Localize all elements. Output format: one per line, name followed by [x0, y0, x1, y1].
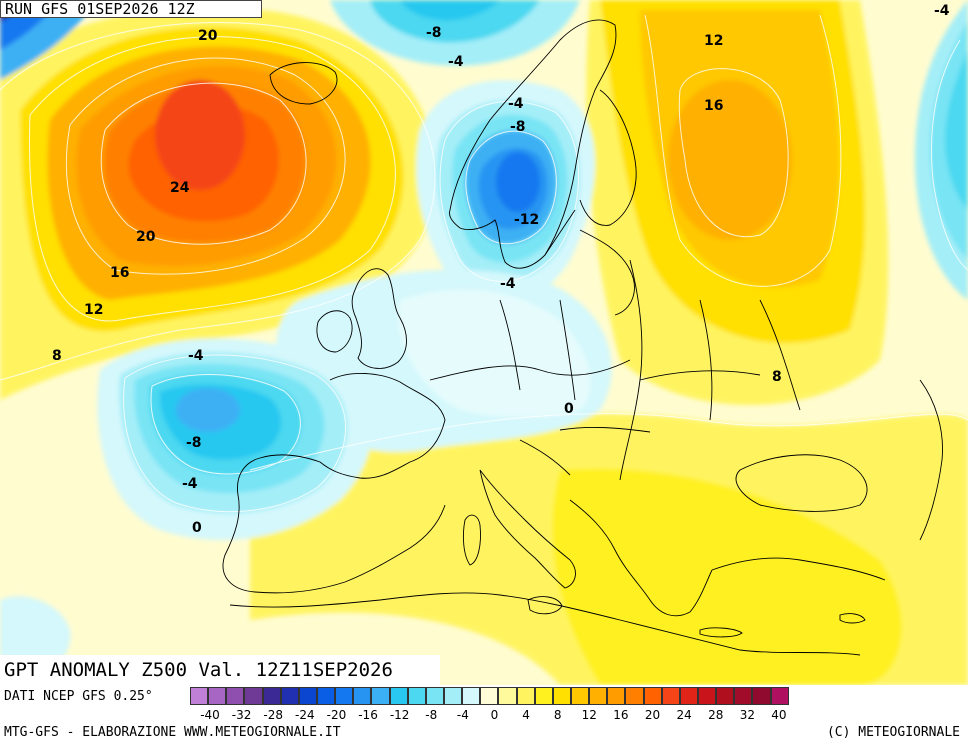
- map-area: 20 24 20 16 12 8 -8 -4 -4 -8 -12 -4 12 16 -4 -4 -8 -4 0 0 8 …: [0, 0, 968, 685]
- colorbar-tick: -8: [425, 708, 437, 722]
- contour-label: -4: [934, 4, 950, 18]
- colorbar-cell: [353, 687, 371, 705]
- colorbar-cell: [644, 687, 662, 705]
- colorbar-tick: -40: [200, 708, 220, 722]
- colorbar-cell: [208, 687, 226, 705]
- colorbar-cell: [299, 687, 317, 705]
- colorbar-cell: [716, 687, 734, 705]
- contour-label: 20: [198, 29, 217, 43]
- contour-label: 12: [704, 34, 723, 48]
- contour-label: -4: [448, 55, 464, 69]
- colorbar-tick: -16: [358, 708, 378, 722]
- colorbar-cell: [662, 687, 680, 705]
- colorbar-cell: [281, 687, 299, 705]
- data-source: DATI NCEP GFS 0.25°: [4, 689, 153, 704]
- colorbar-cell: [390, 687, 408, 705]
- contour-label: -8: [426, 26, 442, 40]
- colorbar-cell: [680, 687, 698, 705]
- colorbar-cell: [607, 687, 625, 705]
- colorbar-tick: -4: [457, 708, 469, 722]
- credit-right: (C) METEOGIORNALE: [827, 725, 960, 740]
- colorbar-cell: [625, 687, 643, 705]
- contour-label: 0: [564, 402, 574, 416]
- map-title: GPT ANOMALY Z500 Val. 12Z11SEP2026: [0, 655, 440, 685]
- colorbar-tick: -32: [232, 708, 252, 722]
- colorbar-cell: [244, 687, 262, 705]
- contour-label: 16: [110, 266, 129, 280]
- contour-label: -4: [188, 349, 204, 363]
- colorbar-cell: [698, 687, 716, 705]
- contour-label: 12: [84, 303, 103, 317]
- colorbar-cell: [771, 687, 789, 705]
- colorbar-cell: [553, 687, 571, 705]
- colorbar-tick: 32: [740, 708, 755, 722]
- colorbar-cell: [462, 687, 480, 705]
- colorbar-tick: 40: [771, 708, 786, 722]
- colorbar-tick: -28: [263, 708, 283, 722]
- colorbar-tick: 4: [522, 708, 530, 722]
- colorbar-cell: [517, 687, 535, 705]
- colorbar-tick: 0: [491, 708, 499, 722]
- colorbar-cell: [317, 687, 335, 705]
- colorbar-tick: 28: [708, 708, 723, 722]
- colorbar-cell: [535, 687, 553, 705]
- colorbar-cell: [734, 687, 752, 705]
- credit-left: MTG-GFS - ELABORAZIONE WWW.METEOGIORNALE…: [4, 725, 341, 740]
- contour-label: 8: [52, 349, 62, 363]
- colorbar: [190, 687, 789, 705]
- colorbar-tick: -20: [327, 708, 347, 722]
- run-label: RUN GFS 01SEP2026 12Z: [0, 0, 262, 18]
- colorbar-cell: [752, 687, 770, 705]
- colorbar-tick: -24: [295, 708, 315, 722]
- colorbar-cell: [408, 687, 426, 705]
- contour-label: 16: [704, 99, 723, 113]
- colorbar-cell: [480, 687, 498, 705]
- colorbar-cell: [226, 687, 244, 705]
- colorbar-cell: [426, 687, 444, 705]
- contour-label: -4: [182, 477, 198, 491]
- contour-label: 24: [170, 181, 189, 195]
- contour-label: -4: [508, 97, 524, 111]
- colorbar-cell: [371, 687, 389, 705]
- colorbar-cell: [589, 687, 607, 705]
- colorbar-cell: [190, 687, 208, 705]
- colorbar-tick: 12: [582, 708, 597, 722]
- colorbar-tick: 24: [676, 708, 691, 722]
- contour-label: 8: [772, 370, 782, 384]
- contour-label: -8: [186, 436, 202, 450]
- colorbar-cell: [335, 687, 353, 705]
- colorbar-cell: [263, 687, 281, 705]
- contour-label: -8: [510, 120, 526, 134]
- colorbar-cell: [571, 687, 589, 705]
- colorbar-cell: [444, 687, 462, 705]
- contour-label: 20: [136, 230, 155, 244]
- contour-label: -12: [514, 213, 539, 227]
- anomaly-map: [0, 0, 968, 685]
- contour-label: -4: [500, 277, 516, 291]
- colorbar-tick: 8: [554, 708, 562, 722]
- colorbar-tick: 20: [645, 708, 660, 722]
- colorbar-cell: [498, 687, 516, 705]
- contour-label: 0: [192, 521, 202, 535]
- colorbar-tick: -12: [390, 708, 410, 722]
- colorbar-tick: 16: [613, 708, 628, 722]
